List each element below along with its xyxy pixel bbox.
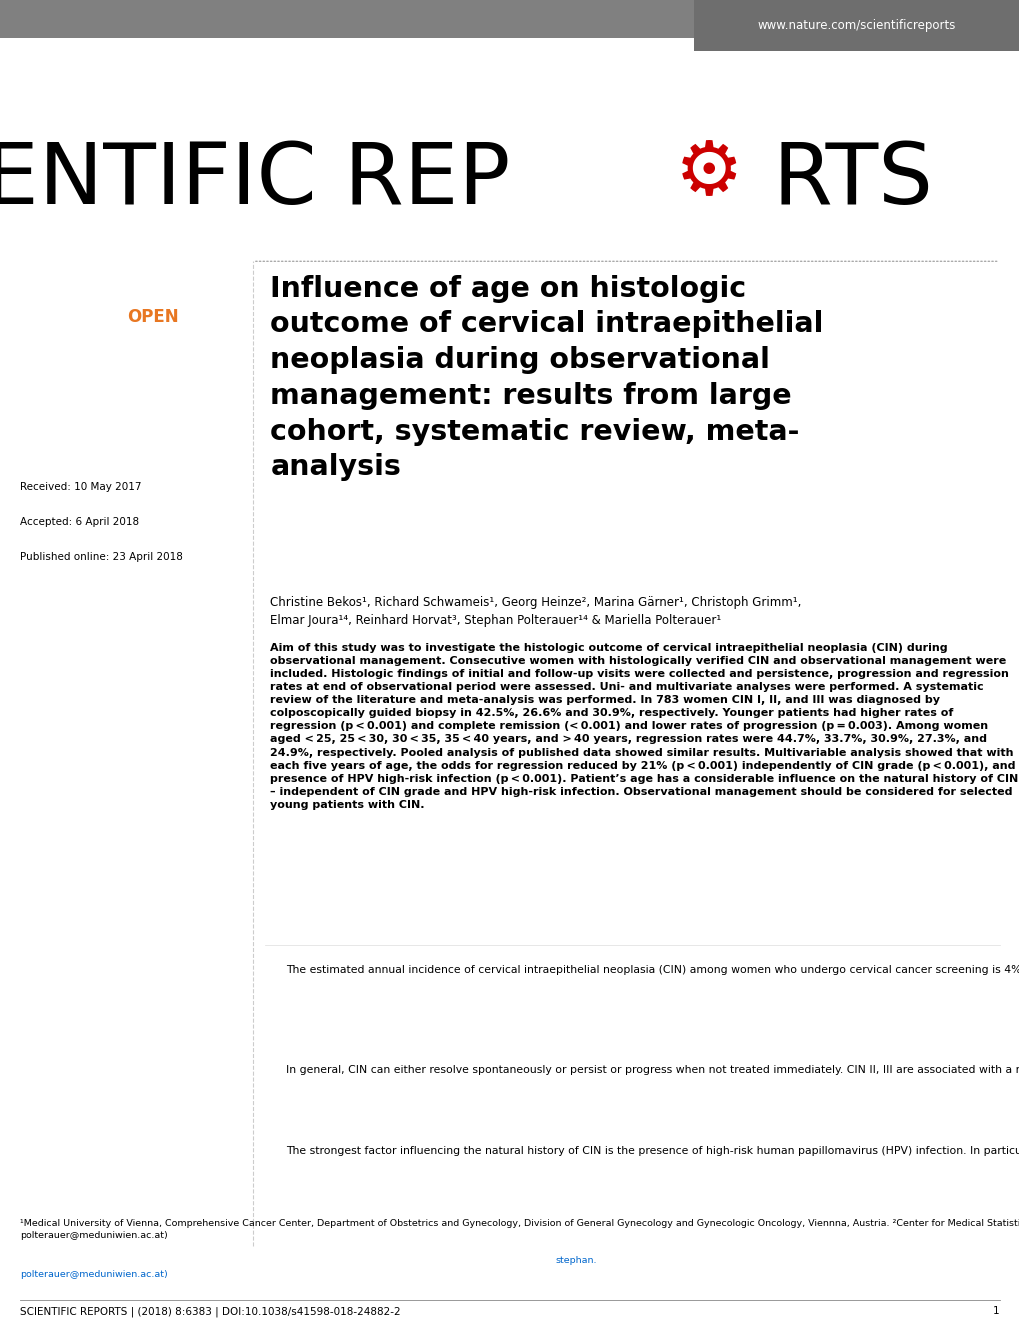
Bar bbox=[693, 0, 1019, 51]
Bar bbox=[0, 0, 1019, 38]
Text: SCIENTIFIC REPORTS | (2018) 8:6383 | DOI:10.1038/s41598-018-24882-2: SCIENTIFIC REPORTS | (2018) 8:6383 | DOI… bbox=[20, 1306, 400, 1317]
Text: The strongest factor influencing the natural history of CIN is the presence of h: The strongest factor influencing the nat… bbox=[285, 1146, 1019, 1155]
Text: Aim of this study was to investigate the histologic outcome of cervical intraepi: Aim of this study was to investigate the… bbox=[270, 643, 1018, 809]
Text: stephan.: stephan. bbox=[555, 1256, 597, 1265]
Text: SCIENTIFIC REP: SCIENTIFIC REP bbox=[0, 139, 510, 222]
Text: Christine Bekos¹, Richard Schwameis¹, Georg Heinze², Marina Gärner¹, Christoph G: Christine Bekos¹, Richard Schwameis¹, Ge… bbox=[270, 596, 801, 627]
Text: Accepted: 6 April 2018: Accepted: 6 April 2018 bbox=[20, 517, 140, 527]
Text: polterauer@meduniwien.ac.at): polterauer@meduniwien.ac.at) bbox=[20, 1270, 168, 1280]
Text: ⚙: ⚙ bbox=[674, 137, 743, 212]
Text: RTS: RTS bbox=[771, 139, 932, 222]
Text: 1: 1 bbox=[993, 1306, 999, 1316]
Text: The estimated annual incidence of cervical intraepithelial neoplasia (CIN) among: The estimated annual incidence of cervic… bbox=[285, 965, 1019, 974]
Text: OPEN: OPEN bbox=[127, 308, 178, 326]
Text: Received: 10 May 2017: Received: 10 May 2017 bbox=[20, 482, 142, 492]
Text: Published online: 23 April 2018: Published online: 23 April 2018 bbox=[20, 552, 183, 561]
Text: ¹Medical University of Vienna, Comprehensive Cancer Center, Department of Obstet: ¹Medical University of Vienna, Comprehen… bbox=[20, 1219, 1019, 1240]
Text: www.nature.com/scientificreports: www.nature.com/scientificreports bbox=[757, 19, 955, 32]
Text: In general, CIN can either resolve spontaneously or persist or progress when not: In general, CIN can either resolve spont… bbox=[285, 1065, 1019, 1075]
Text: Influence of age on histologic
outcome of cervical intraepithelial
neoplasia dur: Influence of age on histologic outcome o… bbox=[270, 275, 823, 481]
